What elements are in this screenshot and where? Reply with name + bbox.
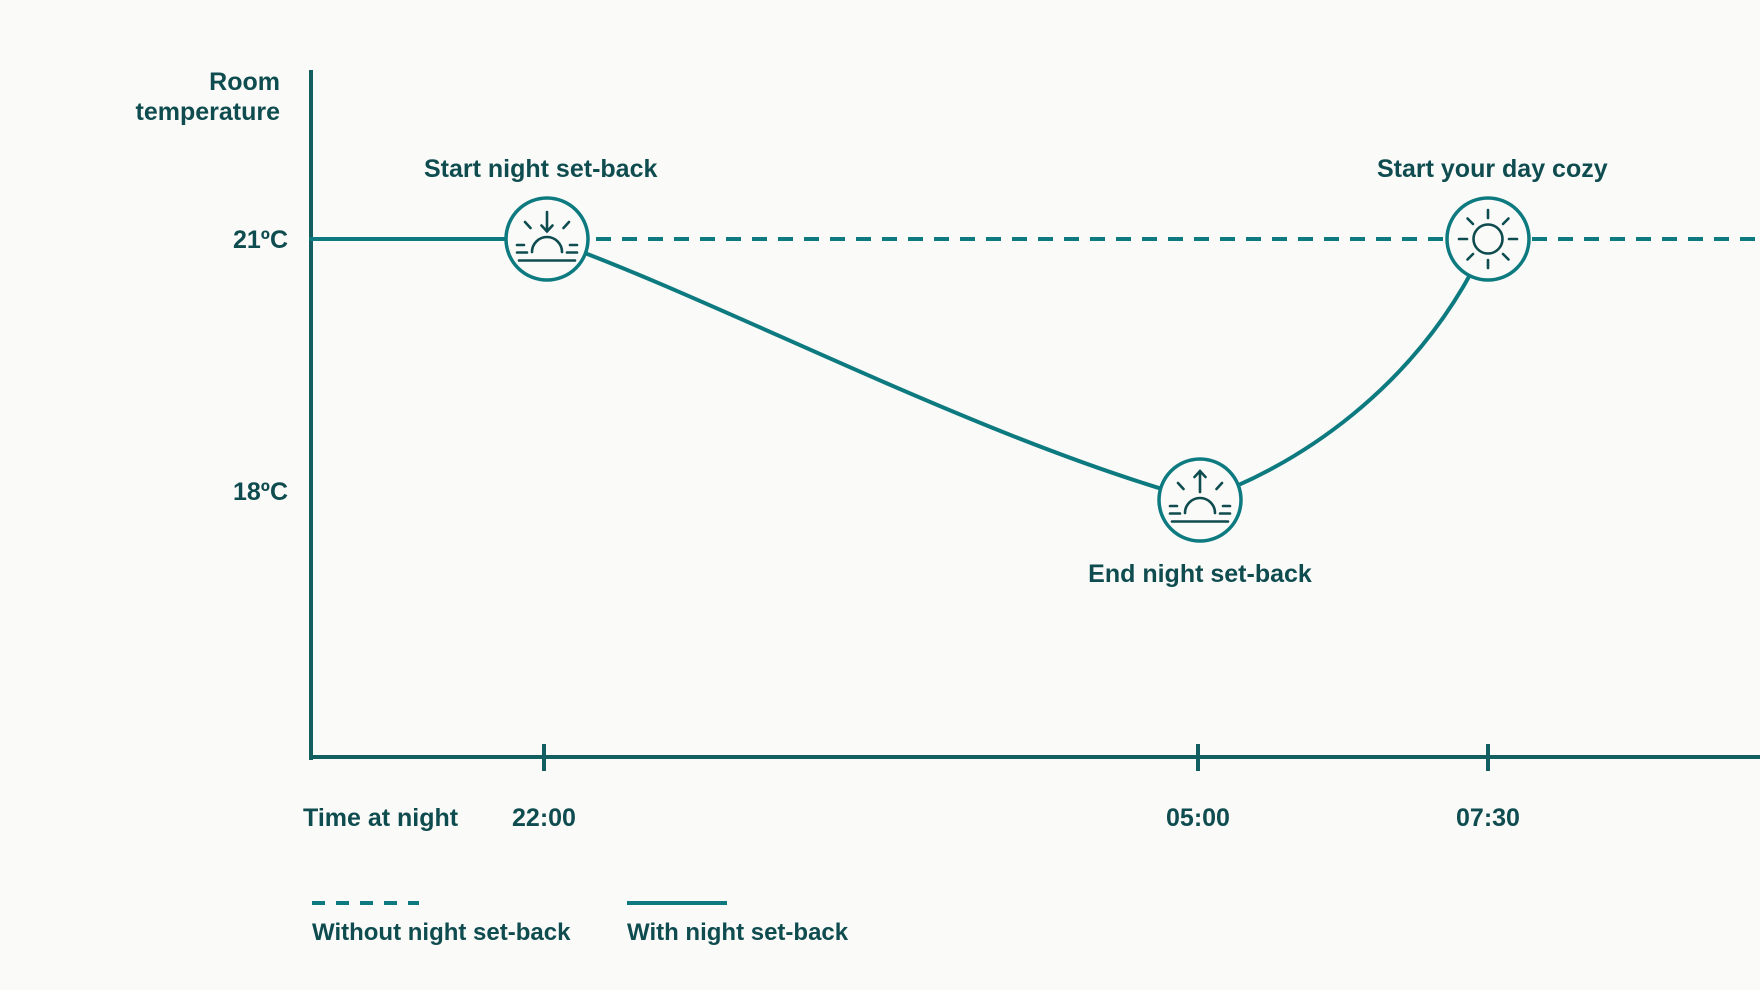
annotation-start-day-cozy[interactable]: Start your day cozy <box>1377 155 1608 282</box>
y-axis-title-line2: temperature <box>136 98 281 126</box>
legend-item-with-setback[interactable]: With night set-back <box>627 901 849 946</box>
axis-group <box>309 70 1760 771</box>
series-with-setback-line <box>309 237 1490 502</box>
callout-label-end-night: End night set-back <box>1088 560 1312 588</box>
marker-circle-start-night[interactable] <box>504 196 590 282</box>
sunset-icon <box>515 210 579 262</box>
y-axis-title-line1: Room <box>209 68 280 96</box>
callout-label-start-day: Start your day cozy <box>1377 155 1608 183</box>
y-tick-label-18c: 18ºC <box>233 478 288 506</box>
annotation-start-night-setback[interactable]: Start night set-back <box>424 155 657 282</box>
y-tick-label-21c: 21ºC <box>233 226 288 254</box>
x-tick-label-07-30: 07:30 <box>1456 804 1520 832</box>
x-tick-label-05-00: 05:00 <box>1166 804 1230 832</box>
sun-icon <box>1457 208 1519 270</box>
legend-label-with-setback: With night set-back <box>627 919 849 946</box>
x-tick-label-22-00: 22:00 <box>512 804 576 832</box>
legend-label-without-setback: Without night set-back <box>312 919 571 946</box>
annotation-end-night-setback[interactable]: End night set-back <box>1088 457 1312 588</box>
x-axis-caption: Time at night <box>303 804 459 832</box>
legend-item-without-setback[interactable]: Without night set-back <box>312 901 571 946</box>
legend: Without night set-back With night set-ba… <box>312 901 849 946</box>
callout-label-start-night: Start night set-back <box>424 155 657 183</box>
sunrise-icon <box>1168 469 1232 523</box>
